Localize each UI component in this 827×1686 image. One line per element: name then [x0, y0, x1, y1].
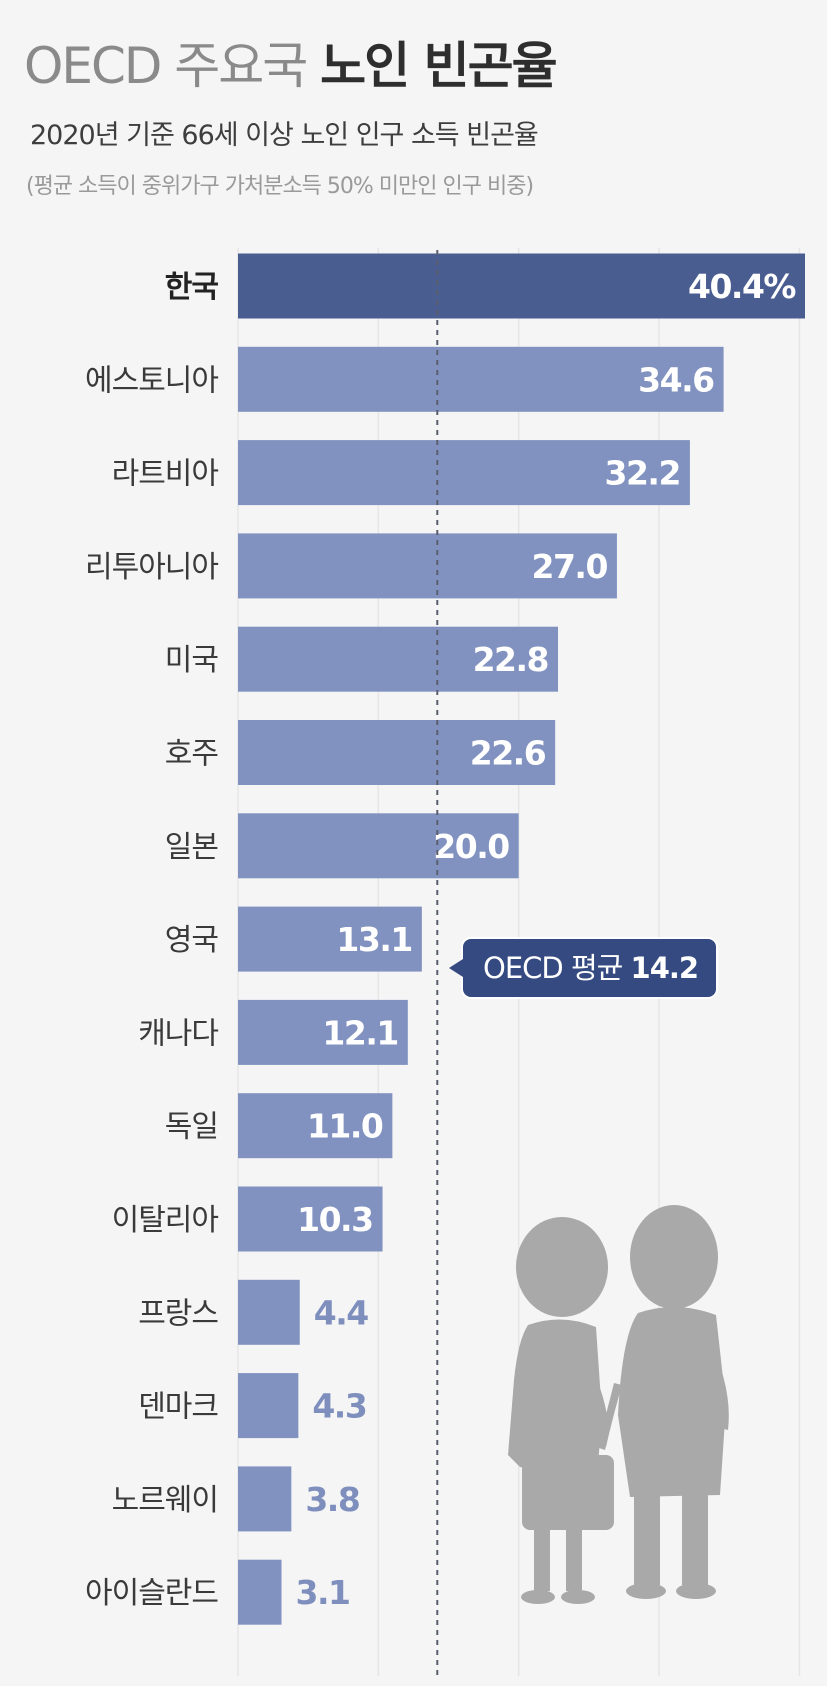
oecd-average-label: OECD 평균 [483, 951, 623, 985]
bar [238, 1186, 383, 1252]
category-label: 영국 [165, 923, 219, 958]
category-label: 에스토니아 [85, 363, 218, 398]
chart-note: (평균 소득이 중위가구 가처분소득 50% 미만인 인구 비중) [26, 174, 534, 199]
category-label: 덴마크 [138, 1390, 218, 1425]
title-main: 노인 빈곤율 [320, 37, 557, 95]
bar [238, 253, 805, 319]
category-label: 한국 [165, 270, 219, 305]
bar [238, 440, 690, 506]
category-label: 독일 [165, 1110, 218, 1145]
value-label: 3.1 [296, 1573, 350, 1612]
category-label: 아이슬란드 [85, 1576, 218, 1611]
bar [238, 533, 617, 599]
value-label: 3.8 [305, 1480, 359, 1519]
chart-subtitle: 2020년 기준 66세 이상 노인 인구 소득 빈곤율 [30, 120, 539, 151]
bar [238, 626, 558, 692]
category-label: 일본 [165, 830, 218, 865]
category-label: 라트비아 [112, 457, 219, 492]
category-label: 노르웨이 [112, 1483, 218, 1518]
value-label: 32.2 [604, 454, 679, 493]
value-label: 20.0 [433, 827, 509, 866]
oecd-average-callout: OECD 평균 14.2 [448, 939, 717, 997]
bar [238, 1093, 393, 1159]
value-label: 11.0 [307, 1107, 383, 1146]
value-label: 12.1 [322, 1013, 397, 1052]
category-label: 캐나다 [138, 1016, 218, 1051]
category-label: 이탈리아 [112, 1203, 219, 1238]
title-prefix: OECD 주요국 [24, 37, 308, 95]
bar [238, 720, 556, 785]
bar [238, 1559, 282, 1625]
oecd-average-value: 14.2 [630, 951, 700, 985]
value-label: 34.6 [638, 360, 714, 399]
category-label: 프랑스 [138, 1296, 218, 1331]
value-label: 22.6 [470, 734, 546, 773]
category-label: 미국 [165, 643, 219, 678]
bar [238, 1466, 292, 1532]
bar [238, 999, 408, 1065]
bar [238, 1373, 299, 1439]
value-label: 10.3 [297, 1200, 372, 1239]
bar [238, 813, 519, 879]
chart-title: OECD 주요국 노인 빈곤율 [24, 36, 558, 96]
bar [238, 906, 422, 972]
value-label: 4.3 [312, 1387, 366, 1426]
value-label: 40.4% [688, 267, 796, 306]
category-label: 호주 [165, 737, 218, 772]
value-label: 4.4 [314, 1293, 368, 1332]
elderly-couple-icon [508, 1205, 729, 1604]
bar [238, 346, 724, 412]
bar [238, 1279, 300, 1345]
value-label: 13.1 [336, 920, 411, 959]
value-label: 27.0 [532, 547, 608, 586]
category-label: 리투아니아 [85, 550, 218, 585]
value-label: 22.8 [473, 640, 548, 679]
